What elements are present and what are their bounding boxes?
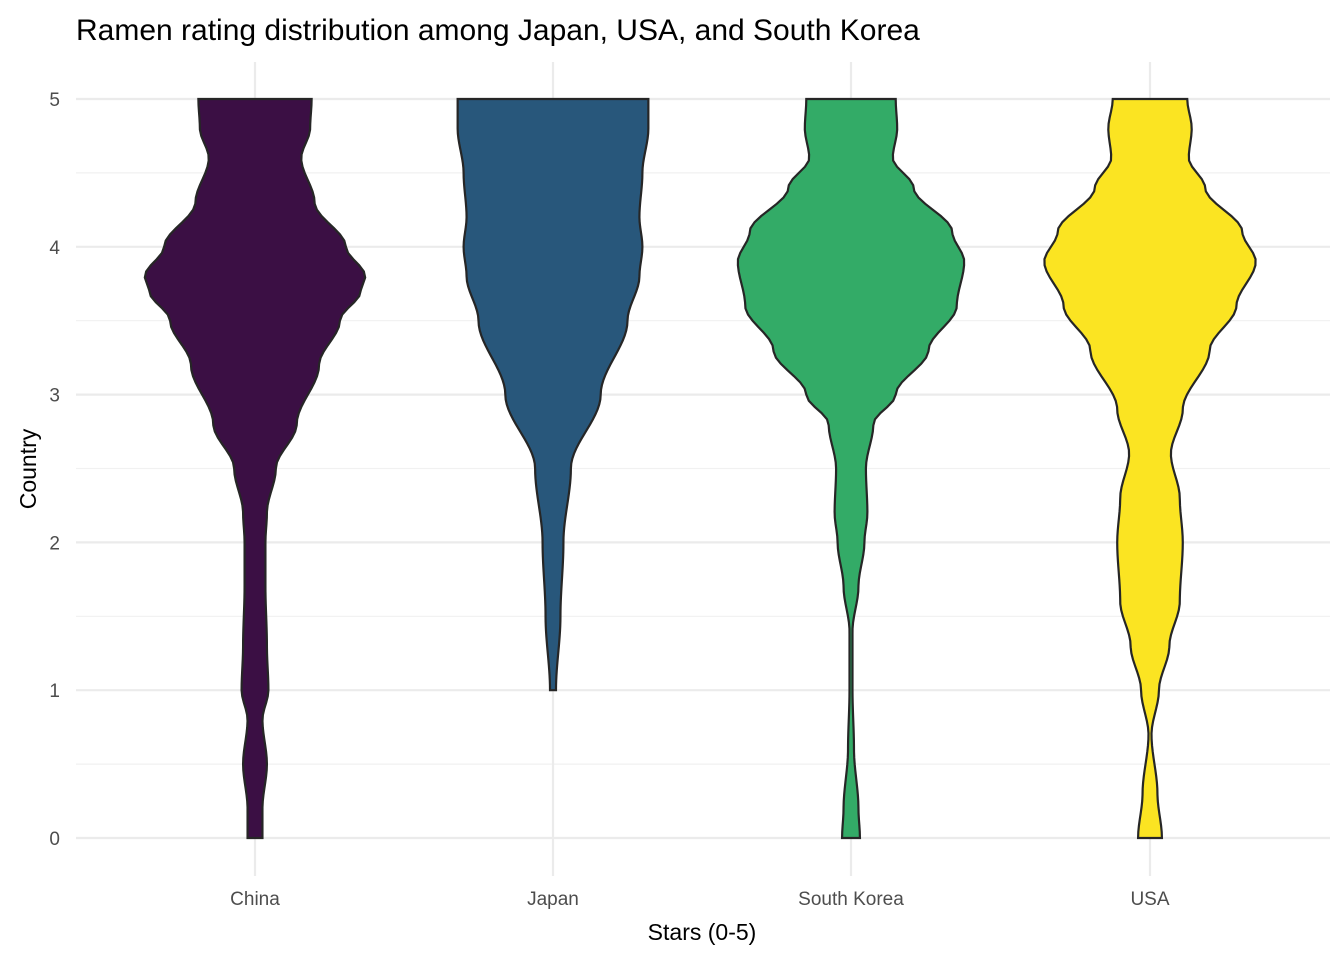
y-tick-label: 5 xyxy=(49,90,60,111)
violin-japan xyxy=(456,97,650,692)
violins xyxy=(143,97,1257,840)
y-axis-ticks: 0 1 2 3 4 5 xyxy=(49,90,60,850)
x-tick-label: Japan xyxy=(527,889,579,910)
violin-south-korea xyxy=(736,97,966,840)
x-tick-label: South Korea xyxy=(798,889,904,910)
x-tick-label: USA xyxy=(1130,889,1169,910)
y-tick-label: 4 xyxy=(49,238,60,259)
violin-usa xyxy=(1043,97,1257,840)
violin-china xyxy=(143,97,367,840)
x-tick-label: China xyxy=(230,889,280,910)
x-axis-ticks: China Japan South Korea USA xyxy=(230,889,1170,910)
y-tick-label: 0 xyxy=(49,829,60,850)
y-tick-label: 3 xyxy=(49,386,60,407)
y-tick-label: 2 xyxy=(49,533,60,554)
y-tick-label: 1 xyxy=(49,681,60,702)
y-axis-title: Country xyxy=(15,428,41,509)
chart-title: Ramen rating distribution among Japan, U… xyxy=(76,14,920,47)
x-axis-title: Stars (0-5) xyxy=(648,919,757,945)
